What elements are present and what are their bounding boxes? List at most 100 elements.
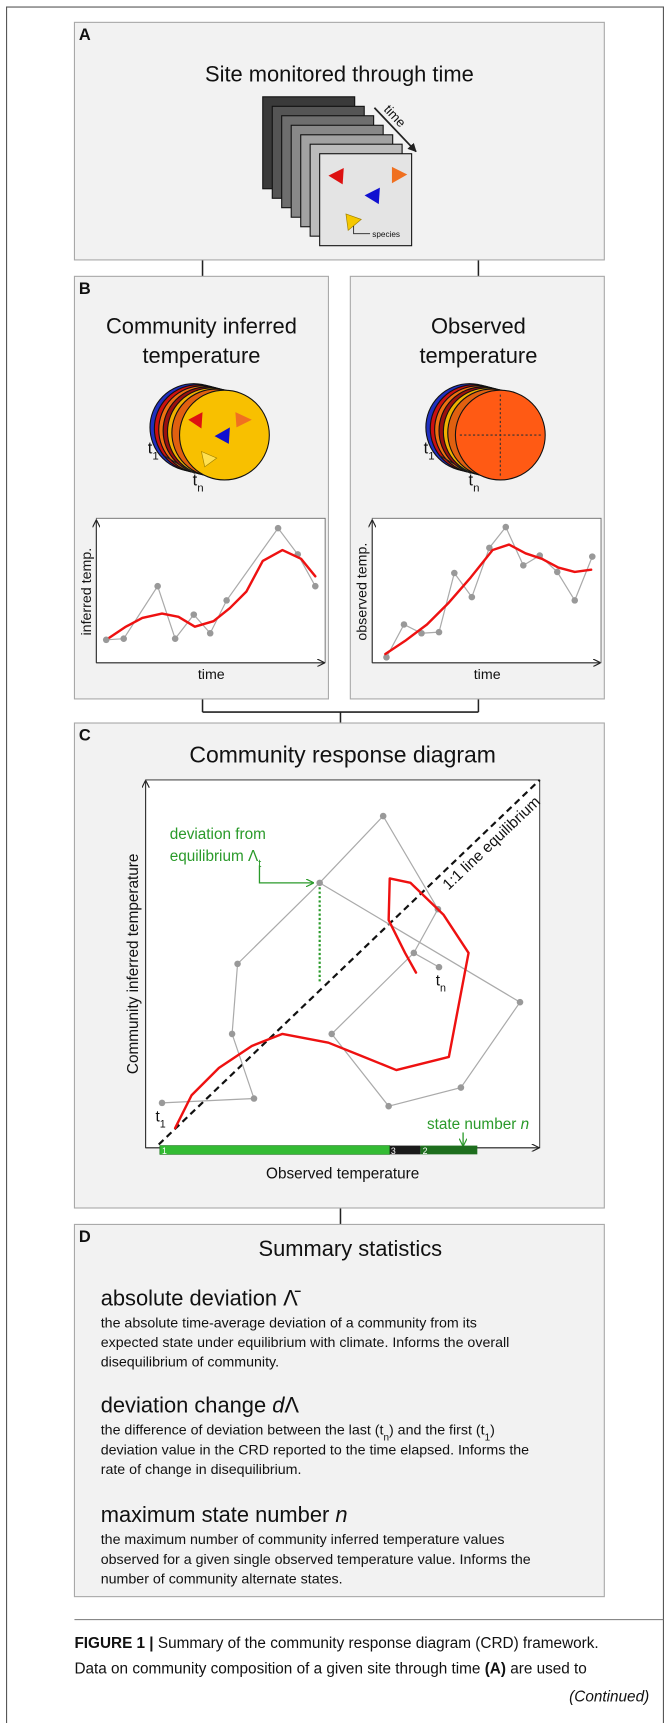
state-bar xyxy=(159,1145,391,1155)
text-segment: 1 xyxy=(152,451,158,463)
mini-plot xyxy=(96,517,326,663)
panel-label: C xyxy=(79,727,91,745)
connectors xyxy=(201,259,480,1225)
stat-text: disequilibrium of community. xyxy=(101,1355,279,1371)
crd-plot-area xyxy=(145,779,541,1149)
text-segment: Data on community composition of a given… xyxy=(74,1660,484,1677)
species-icon xyxy=(200,450,218,468)
axis-label: Community inferred temperature xyxy=(125,854,142,1074)
text-segment: ) and the first (t xyxy=(389,1423,485,1439)
panel-title: Site monitored through time xyxy=(205,61,474,86)
caption-line: FIGURE 1 | Summary of the community resp… xyxy=(74,1635,598,1652)
time-tick-line xyxy=(163,455,196,474)
species-icon xyxy=(328,167,344,185)
time-tick-line xyxy=(439,455,472,474)
stat-name: deviation change dΛ xyxy=(101,1393,300,1418)
species-icon xyxy=(345,213,362,231)
stat-text: number of community alternate states. xyxy=(101,1572,343,1588)
text-segment: t xyxy=(258,858,261,870)
text-segment: (A) xyxy=(485,1660,506,1677)
state-label: state number n xyxy=(427,1116,529,1133)
deviation-label: deviation from xyxy=(170,826,266,843)
axis-label: inferred temp. xyxy=(79,548,95,636)
text-segment: 1 xyxy=(428,451,434,463)
text-segment: n xyxy=(383,1432,389,1443)
stat-name: absolute deviation Λ̄ xyxy=(101,1285,301,1310)
text-segment: equilibrium Λ xyxy=(170,848,259,865)
text-segment: 1 xyxy=(485,1432,491,1443)
text-segment: are used to xyxy=(506,1660,587,1677)
crd-trajectory xyxy=(158,812,524,1130)
mini-plot xyxy=(372,517,602,663)
panel-title: Community response diagram xyxy=(189,741,496,767)
panel-a: A Site monitored through time species ti… xyxy=(73,21,605,261)
text-segment: n xyxy=(197,482,203,494)
state-number: 3 xyxy=(391,1146,396,1156)
stat-text: the absolute time-average deviation of a… xyxy=(101,1315,477,1331)
text-segment: deviation change xyxy=(101,1393,273,1418)
stat-text: deviation value in the CRD reported to t… xyxy=(101,1442,529,1458)
equilibrium-line xyxy=(157,779,541,1146)
text-segment: Summary of the community response diagra… xyxy=(158,1635,599,1652)
species-label: species xyxy=(372,230,400,239)
text-segment: absolute deviation Λ̄ xyxy=(101,1285,301,1310)
text-segment: t xyxy=(155,1109,160,1126)
axis-label: Observed temperature xyxy=(266,1165,419,1182)
panel-label: B xyxy=(79,280,91,298)
deviation-label: equilibrium Λt xyxy=(170,848,262,870)
text-segment: maximum state number xyxy=(101,1502,336,1527)
caption-continued: (Continued) xyxy=(569,1689,649,1706)
panel-label: D xyxy=(79,1228,91,1246)
time-last: tn xyxy=(436,973,446,995)
time-first: t1 xyxy=(155,1109,165,1131)
text-segment: ) xyxy=(490,1423,495,1439)
species-icon xyxy=(188,412,203,429)
stat-text: the maximum number of community inferred… xyxy=(101,1532,505,1548)
panel-title: temperature xyxy=(142,343,260,368)
species-icon xyxy=(364,187,380,205)
text-segment: t xyxy=(193,471,198,489)
text-segment: state number xyxy=(427,1116,521,1133)
outer-frame xyxy=(6,6,664,1723)
time-last: tn xyxy=(193,471,204,494)
stat-text: the difference of deviation between the … xyxy=(101,1423,495,1443)
panel-b: B Community inferred temperature Observe… xyxy=(73,275,605,700)
axis-label: time xyxy=(474,667,501,683)
text-segment: the difference of deviation between the … xyxy=(101,1423,384,1439)
disc-stack xyxy=(149,383,270,481)
state-number: 1 xyxy=(162,1146,167,1156)
time-first: t1 xyxy=(148,440,159,463)
state-number: 2 xyxy=(423,1146,428,1156)
text-segment: t xyxy=(148,440,153,458)
text-segment: Λ xyxy=(284,1393,299,1418)
text-segment: t xyxy=(424,440,429,458)
stat-text: observed for a given single observed tem… xyxy=(101,1552,531,1568)
panel-title: temperature xyxy=(419,343,537,368)
caption-line: Data on community composition of a given… xyxy=(74,1660,586,1677)
species-icon xyxy=(214,427,230,444)
panel-title: Community inferred xyxy=(106,313,297,338)
text-segment: d xyxy=(272,1393,285,1418)
text-segment: deviation from xyxy=(170,826,266,843)
stat-name: maximum state number n xyxy=(101,1502,348,1527)
time-last: tn xyxy=(469,471,480,494)
panel-d: D Summary statistics absolute deviation … xyxy=(73,1223,605,1598)
panel-label: A xyxy=(79,26,91,44)
axis-label: observed temp. xyxy=(355,543,371,641)
state-bar xyxy=(389,1145,421,1155)
text-segment: n xyxy=(473,482,479,494)
text-segment: FIGURE 1 | xyxy=(74,1635,157,1652)
frame-stack xyxy=(262,96,413,247)
text-segment: t xyxy=(436,973,441,990)
text-segment: n xyxy=(521,1116,530,1133)
stat-text: rate of change in disequilibrium. xyxy=(101,1462,302,1478)
text-segment: t xyxy=(469,471,474,489)
axis-label: time xyxy=(198,667,225,683)
species-icon xyxy=(391,166,408,184)
deviation-pointer xyxy=(258,865,313,883)
panel-title: Summary statistics xyxy=(259,1236,443,1261)
text-segment: n xyxy=(335,1502,347,1527)
state-bar xyxy=(420,1145,478,1155)
